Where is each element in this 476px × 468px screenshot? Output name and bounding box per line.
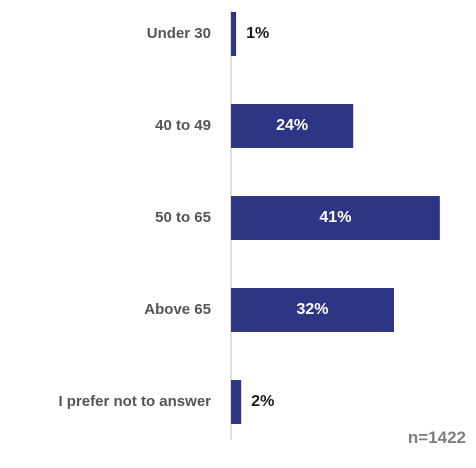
category-label-3: Above 65 bbox=[144, 301, 211, 318]
category-label-2: 50 to 65 bbox=[155, 209, 211, 226]
bar-1 bbox=[231, 104, 354, 148]
value-label-1: 24% bbox=[276, 117, 308, 134]
value-label-3: 32% bbox=[296, 301, 328, 318]
bar-3 bbox=[231, 288, 394, 332]
bars-group: Under 30 1% 40 to 49 24% 50 to 65 41% Above 65… bbox=[58, 12, 440, 424]
value-label-4: 2% bbox=[251, 393, 274, 410]
value-label-2: 41% bbox=[319, 209, 351, 226]
bar-2 bbox=[231, 196, 440, 240]
category-label-1: 40 to 49 bbox=[155, 117, 211, 134]
sample-size-note: n=1422 bbox=[407, 428, 466, 447]
category-label-4: I prefer not to answer bbox=[58, 393, 211, 410]
category-label-0: Under 30 bbox=[147, 25, 211, 42]
bar-0 bbox=[231, 12, 237, 56]
bar-4 bbox=[231, 380, 242, 424]
value-label-0: 1% bbox=[246, 25, 269, 42]
